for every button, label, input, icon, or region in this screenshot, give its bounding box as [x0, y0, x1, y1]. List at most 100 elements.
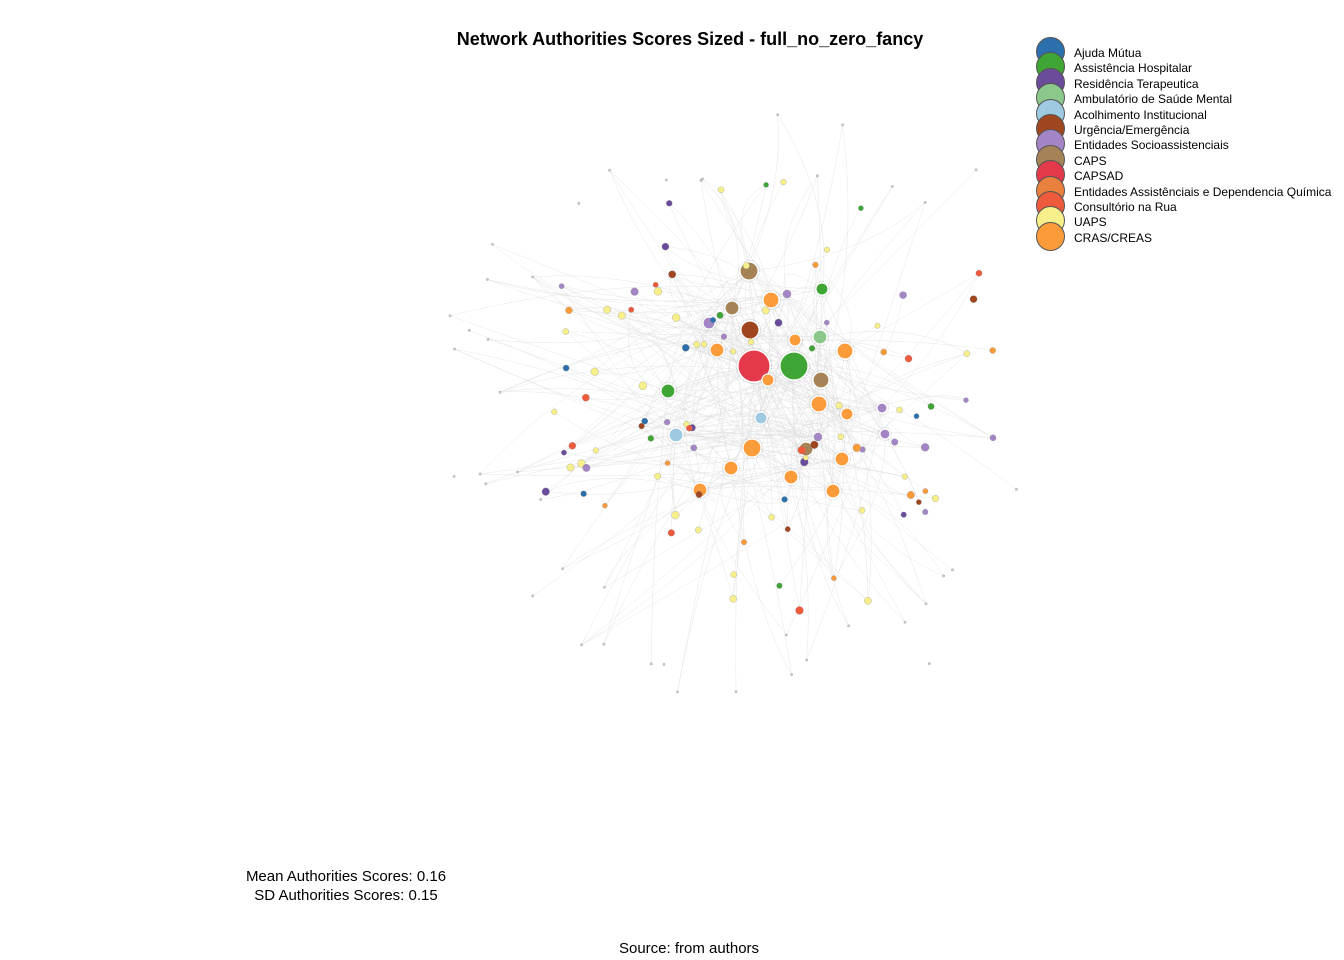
network-node: [899, 291, 907, 299]
network-edge: [779, 458, 843, 586]
node-circle: [668, 270, 676, 279]
node-circle: [551, 408, 558, 415]
node-circle: [837, 433, 844, 440]
network-node: [661, 242, 670, 251]
network-edge: [748, 270, 909, 359]
network-edge: [844, 350, 926, 448]
network-node: [880, 348, 887, 356]
network-node: [716, 311, 724, 319]
node-circle: [841, 123, 844, 127]
network-edge: [562, 458, 843, 569]
node-circle: [754, 411, 768, 425]
node-circle: [603, 585, 606, 589]
legend-label: Assistência Hospitalar: [1074, 61, 1193, 76]
network-node: [824, 319, 830, 326]
network-node: [858, 507, 866, 514]
network-node: [951, 568, 954, 572]
network-edge: [767, 169, 977, 381]
node-circle: [805, 658, 808, 662]
legend-label: Residência Terapeutica: [1074, 76, 1199, 91]
network-edge: [760, 417, 953, 571]
network-node: [989, 347, 996, 354]
node-circle: [900, 511, 907, 518]
network-node: [667, 426, 685, 444]
node-circle: [812, 371, 830, 389]
node-circle: [874, 322, 881, 329]
node-circle: [783, 469, 799, 485]
network-node: [722, 459, 740, 477]
network-edge: [676, 317, 834, 492]
legend-label: Acolhimento Institucional: [1074, 107, 1207, 122]
node-circle: [491, 243, 494, 246]
network-edge: [832, 490, 944, 577]
node-circle: [879, 428, 891, 440]
network-node: [695, 491, 703, 498]
node-ring: [701, 315, 717, 331]
node-circle: [701, 341, 708, 348]
network-edge: [841, 353, 968, 460]
node-circle: [890, 185, 894, 188]
network-edge: [480, 458, 843, 477]
node-circle: [709, 342, 725, 358]
network-node: [753, 410, 769, 426]
network-node: [699, 179, 703, 182]
network-node: [654, 472, 661, 480]
node-ring: [738, 260, 760, 282]
legend-item: Assistência Hospitalar: [1036, 52, 1344, 82]
network-edge: [545, 478, 701, 492]
network-node: [778, 350, 810, 382]
legend-label: Urgência/Emergência: [1074, 122, 1190, 137]
network-node: [809, 394, 829, 414]
network-node: [927, 403, 935, 410]
node-circle: [577, 202, 581, 205]
node-circle: [539, 498, 543, 501]
network-node: [824, 246, 830, 253]
network-edge: [604, 365, 755, 506]
network-node: [790, 673, 794, 677]
node-circle: [899, 291, 907, 299]
network-edge: [753, 365, 994, 439]
node-circle: [876, 402, 888, 414]
network-edge: [818, 295, 904, 405]
node-circle: [776, 582, 783, 589]
node-circle: [774, 318, 783, 327]
network-edge: [532, 275, 733, 309]
network-node: [468, 328, 471, 332]
network-node: [969, 295, 978, 303]
node-circle: [810, 440, 819, 449]
network-edge: [708, 322, 819, 438]
network-edge: [487, 279, 788, 302]
node-circle: [561, 449, 567, 456]
network-node: [814, 281, 830, 297]
legend-item: Residência Terapeutica: [1036, 67, 1344, 97]
node-circle: [452, 475, 456, 478]
node-circle: [913, 413, 920, 419]
network-node: [906, 491, 915, 499]
node-circle: [660, 383, 676, 399]
node-circle: [808, 345, 816, 352]
network-edge: [675, 365, 795, 436]
node-circle: [531, 594, 535, 598]
node-circle: [923, 200, 927, 204]
network-edge: [568, 310, 795, 367]
node-circle: [724, 300, 740, 316]
network-node: [812, 261, 819, 268]
network-edge: [677, 365, 755, 692]
network-node: [682, 344, 690, 352]
node-circle: [951, 568, 954, 572]
node-ring: [691, 481, 709, 499]
network-edge: [708, 322, 905, 477]
network-edge: [581, 448, 807, 646]
source-note: Source: from authors: [618, 940, 760, 957]
network-node: [531, 594, 535, 598]
network-edge: [720, 189, 788, 295]
network-node: [484, 482, 488, 486]
network-edge: [581, 490, 834, 646]
network-node: [701, 341, 708, 348]
node-circle: [784, 633, 788, 637]
node-circle: [638, 423, 645, 430]
network-node: [835, 402, 843, 410]
node-circle: [989, 347, 996, 354]
chart-title: Network Authorities Scores Sized - full_…: [456, 29, 924, 49]
network-edge: [487, 279, 821, 338]
